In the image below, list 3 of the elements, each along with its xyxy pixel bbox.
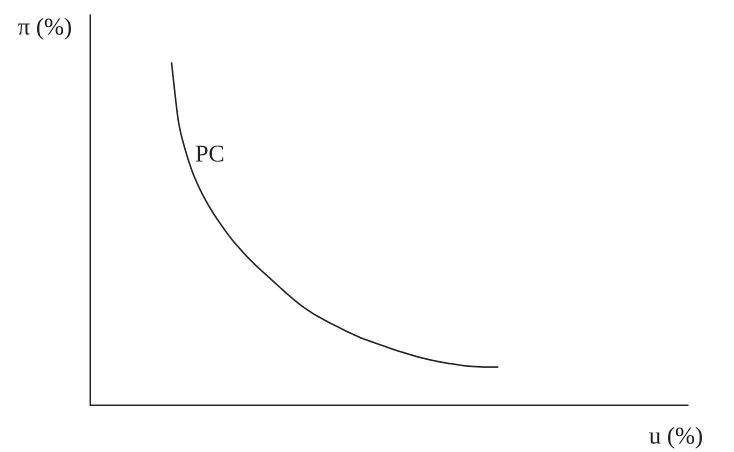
x-axis-title: u (%) [649,423,703,450]
y-axis-title: π (%) [18,14,72,40]
series-label: PC [195,142,224,168]
